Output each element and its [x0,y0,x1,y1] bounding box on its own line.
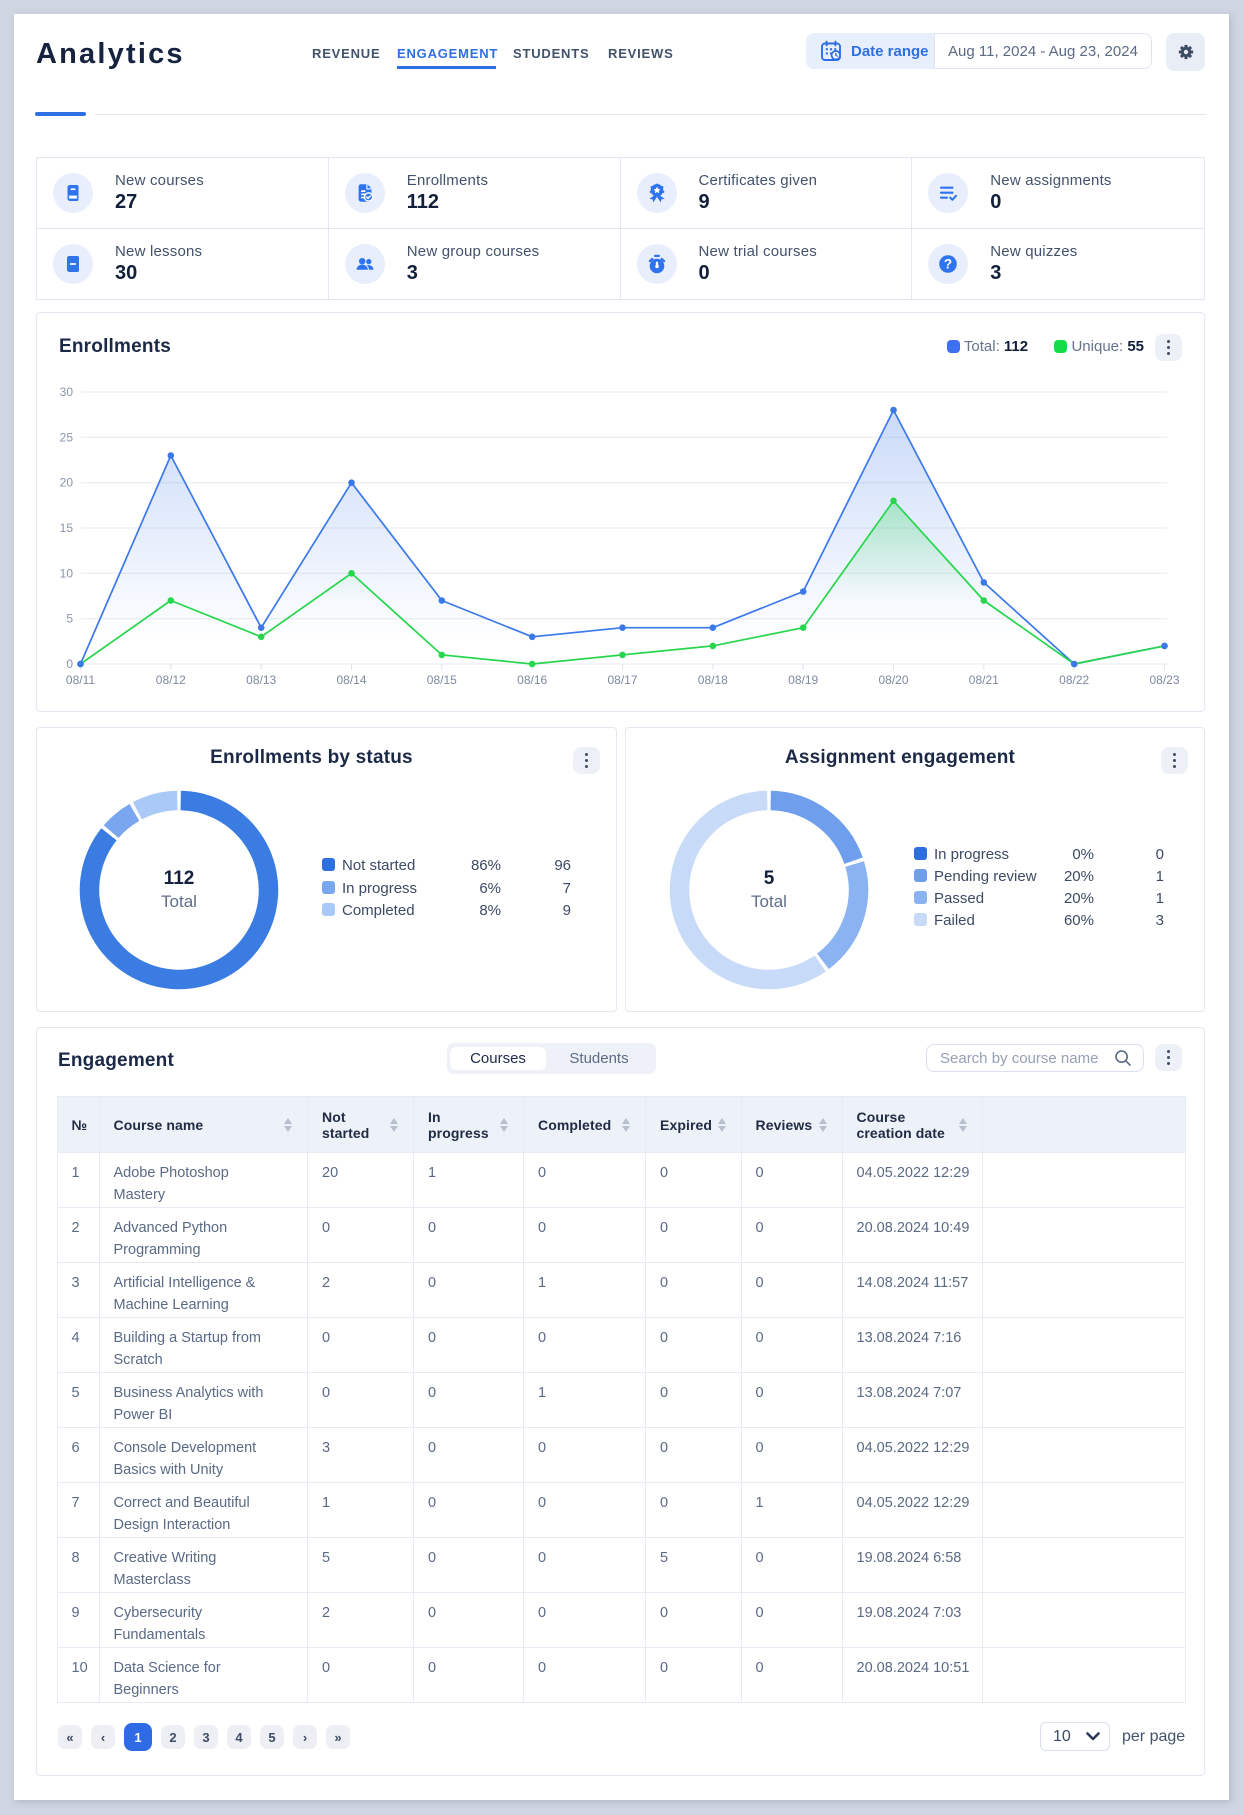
svg-text:08/14: 08/14 [336,673,366,687]
svg-text:08/11: 08/11 [66,673,95,687]
svg-text:5: 5 [66,612,73,626]
svg-text:08/15: 08/15 [427,673,457,687]
svg-text:08/12: 08/12 [156,673,186,687]
svg-text:08/13: 08/13 [246,673,276,687]
svg-text:10: 10 [60,566,74,580]
svg-text:08/16: 08/16 [517,673,547,687]
svg-text:30: 30 [60,385,74,399]
svg-text:20: 20 [60,476,74,490]
svg-text:0: 0 [66,657,73,671]
svg-text:08/18: 08/18 [698,673,728,687]
svg-text:08/19: 08/19 [788,673,818,687]
svg-text:08/17: 08/17 [607,673,637,687]
svg-text:08/23: 08/23 [1149,673,1179,687]
svg-text:08/21: 08/21 [969,673,999,687]
svg-text:15: 15 [60,521,74,535]
svg-text:25: 25 [60,430,74,444]
svg-text:?: ? [944,256,952,271]
svg-text:08/22: 08/22 [1059,673,1089,687]
svg-text:08/20: 08/20 [878,673,908,687]
